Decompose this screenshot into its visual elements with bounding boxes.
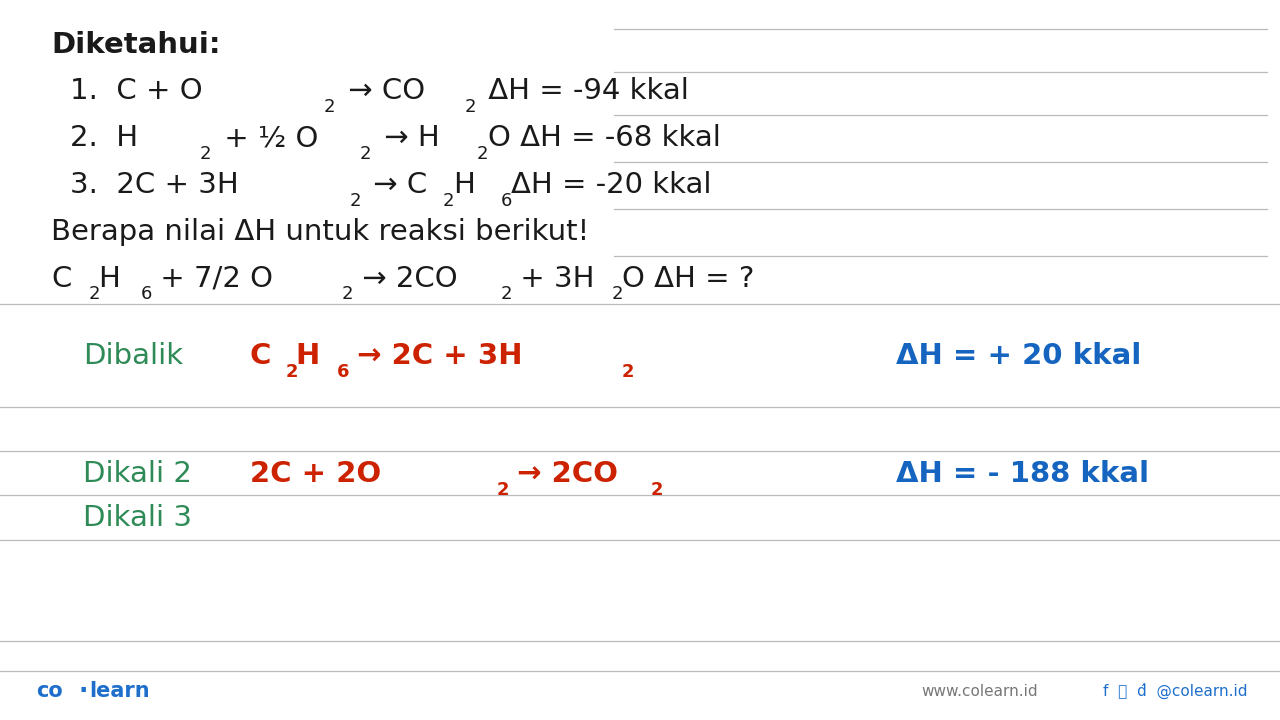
Text: + 7/2 O: + 7/2 O bbox=[151, 265, 273, 292]
Text: 2: 2 bbox=[612, 285, 623, 304]
Text: O ΔH = -68 kkal: O ΔH = -68 kkal bbox=[488, 125, 721, 152]
Text: → 2CO: → 2CO bbox=[353, 265, 458, 292]
Text: Berapa nilai ΔH untuk reaksi berikut!: Berapa nilai ΔH untuk reaksi berikut! bbox=[51, 218, 590, 246]
Text: 2: 2 bbox=[622, 363, 635, 382]
Text: + ½ O: + ½ O bbox=[215, 125, 319, 152]
Text: www.colearn.id: www.colearn.id bbox=[922, 684, 1038, 698]
Text: → C: → C bbox=[364, 171, 426, 199]
Text: 2: 2 bbox=[324, 98, 335, 116]
Text: ΔH = -20 kkal: ΔH = -20 kkal bbox=[511, 171, 712, 199]
Text: 2: 2 bbox=[88, 285, 100, 304]
Text: → 2CO: → 2CO bbox=[507, 460, 618, 487]
Text: H: H bbox=[296, 343, 320, 370]
Text: 2: 2 bbox=[650, 481, 663, 498]
Text: Dikali 3: Dikali 3 bbox=[83, 504, 192, 531]
Text: H: H bbox=[99, 265, 120, 292]
Text: C: C bbox=[250, 343, 271, 370]
Text: 2C + 2O: 2C + 2O bbox=[250, 460, 381, 487]
Text: H: H bbox=[453, 171, 475, 199]
Text: C: C bbox=[51, 265, 72, 292]
Text: co: co bbox=[36, 681, 63, 701]
Text: 2: 2 bbox=[349, 192, 361, 210]
Text: learn: learn bbox=[90, 681, 150, 701]
Text: 2: 2 bbox=[200, 145, 211, 163]
Text: 2: 2 bbox=[476, 145, 488, 163]
Text: 3.  2C + 3H: 3. 2C + 3H bbox=[70, 171, 239, 199]
Text: 2.  H: 2. H bbox=[70, 125, 138, 152]
Text: → H: → H bbox=[375, 125, 440, 152]
Text: Dikali 2: Dikali 2 bbox=[83, 460, 192, 487]
Text: + 3H: + 3H bbox=[511, 265, 594, 292]
Text: ΔH = + 20 kkal: ΔH = + 20 kkal bbox=[896, 343, 1142, 370]
Text: 1.  C + O: 1. C + O bbox=[70, 78, 204, 105]
Text: → CO: → CO bbox=[339, 78, 425, 105]
Text: Dibalik: Dibalik bbox=[83, 343, 183, 370]
Text: 6: 6 bbox=[500, 192, 512, 210]
Text: O ΔH = ?: O ΔH = ? bbox=[622, 265, 754, 292]
Text: Diketahui:: Diketahui: bbox=[51, 31, 220, 58]
Text: 2: 2 bbox=[342, 285, 353, 304]
Text: 2: 2 bbox=[360, 145, 371, 163]
Text: 2: 2 bbox=[285, 363, 298, 382]
Text: 2: 2 bbox=[443, 192, 454, 210]
Text: ·: · bbox=[78, 679, 87, 703]
Text: 6: 6 bbox=[337, 363, 349, 382]
Text: ΔH = - 188 kkal: ΔH = - 188 kkal bbox=[896, 460, 1149, 487]
Text: 2: 2 bbox=[465, 98, 476, 116]
Text: 6: 6 bbox=[141, 285, 152, 304]
Text: → 2C + 3H: → 2C + 3H bbox=[347, 343, 522, 370]
Text: f  Ⓘ  d́  @colearn.id: f Ⓘ d́ @colearn.id bbox=[1103, 683, 1248, 699]
Text: ΔH = -94 kkal: ΔH = -94 kkal bbox=[479, 78, 689, 105]
Text: 2: 2 bbox=[500, 285, 512, 304]
Text: 2: 2 bbox=[497, 481, 509, 498]
